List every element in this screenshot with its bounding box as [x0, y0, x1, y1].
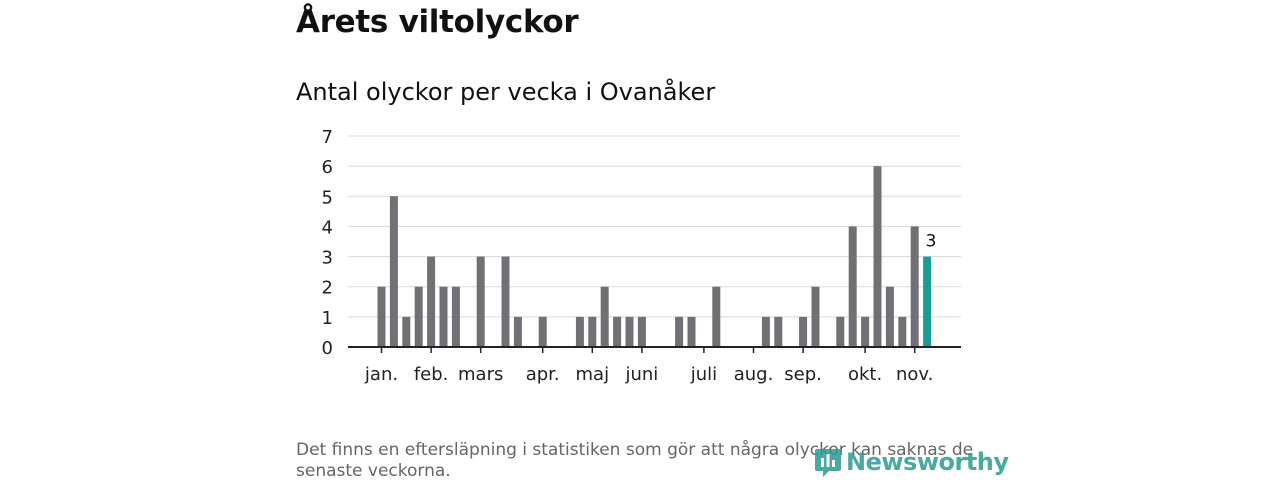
bar-week-38 [836, 316, 845, 347]
x-tick-label-juli: juli [690, 364, 717, 385]
bar-week-40 [861, 316, 870, 347]
bar-week-3 [402, 316, 411, 347]
bar-week-25 [675, 316, 684, 347]
y-tick-label-5: 5 [322, 187, 333, 208]
bar-week-26 [687, 316, 696, 347]
bar-week-18 [588, 316, 597, 347]
bar-week-7 [451, 286, 460, 347]
y-tick-label-0: 0 [322, 338, 333, 359]
bar-week-17 [575, 316, 584, 347]
x-tick-label-aug.: aug. [734, 364, 774, 385]
x-tick-label-juni: juni [624, 364, 658, 385]
y-tick-label-6: 6 [322, 157, 333, 178]
x-tick-label-apr.: apr. [526, 364, 560, 385]
bar-week-2 [389, 196, 398, 347]
x-tick-label-feb.: feb. [414, 364, 449, 385]
newsworthy-logo: Newsworthy [814, 446, 1009, 478]
bar-data-label: 3 [926, 232, 937, 252]
y-tick-label-3: 3 [322, 248, 333, 269]
bar-week-21 [625, 316, 634, 347]
bar-week-44 [910, 226, 919, 347]
y-tick-label-4: 4 [322, 217, 333, 238]
bar-week-42 [885, 286, 894, 347]
x-tick-label-okt.: okt. [848, 364, 882, 385]
bar-week-14 [538, 316, 547, 347]
y-tick-label-1: 1 [322, 308, 333, 329]
bar-week-4 [414, 286, 423, 347]
bar-week-1 [377, 286, 386, 347]
bar-week-28 [712, 286, 721, 347]
x-tick-label-jan.: jan. [364, 364, 398, 385]
bar-highlight [923, 256, 932, 347]
x-tick-label-mars: mars [458, 364, 503, 385]
x-tick-label-sep.: sep. [784, 364, 822, 385]
bar-week-35 [799, 316, 808, 347]
chart-subtitle: Antal olyckor per vecka i Ovanåker [296, 78, 716, 106]
bar-week-41 [873, 166, 882, 347]
x-tick-label-nov.: nov. [896, 364, 933, 385]
logo-text: Newsworthy [846, 448, 1009, 476]
bar-chart: 0 1 2 3 4 5 6 7 3 jan. feb. mars apr. maj juni juli aug.… [322, 127, 961, 385]
bar-week-19 [600, 286, 609, 347]
y-tick-label-2: 2 [322, 278, 333, 299]
bar-week-36 [811, 286, 820, 347]
chart-title: Årets viltolyckor [296, 4, 579, 40]
bar-week-11 [501, 256, 510, 347]
bar-week-9 [476, 256, 485, 347]
bar-week-22 [637, 316, 646, 347]
bar-week-32 [761, 316, 770, 347]
x-tick-label-maj: maj [576, 364, 610, 385]
bar-week-39 [848, 226, 857, 347]
footnote: Det finns en eftersläpning i statistiken… [296, 440, 974, 481]
newsworthy-logo-icon [815, 449, 841, 477]
bar-week-6 [439, 286, 448, 347]
bar-week-43 [898, 316, 907, 347]
bar-week-20 [613, 316, 622, 347]
bar-week-33 [774, 316, 783, 347]
bar-week-5 [427, 256, 436, 347]
y-tick-label-7: 7 [322, 127, 333, 148]
bar-week-12 [513, 316, 522, 347]
